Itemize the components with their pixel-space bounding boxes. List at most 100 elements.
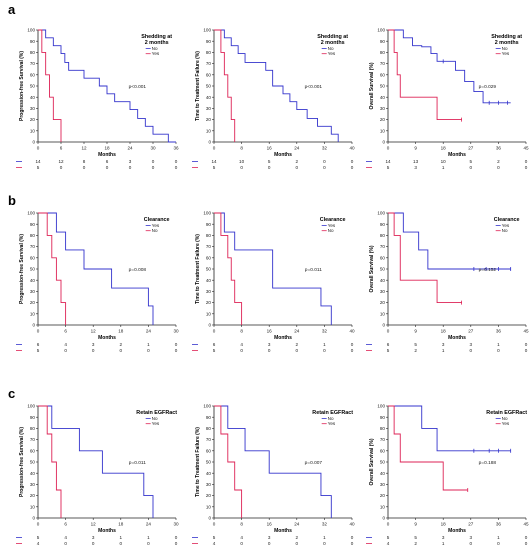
- risk-count: 5: [213, 165, 216, 170]
- chart-title: Retain EGFRact: [136, 410, 177, 416]
- y-tick-label: 60: [30, 72, 36, 77]
- x-tick-label: 18: [441, 146, 447, 151]
- x-axis-label: Months: [274, 528, 292, 534]
- risk-count: 3: [268, 342, 271, 347]
- y-tick-label: 0: [382, 140, 385, 145]
- x-tick-label: 16: [267, 522, 273, 527]
- x-tick-label: 32: [322, 146, 328, 151]
- y-tick-label: 0: [382, 323, 385, 328]
- km-curve-yes: [38, 29, 62, 142]
- y-tick-label: 20: [380, 493, 386, 498]
- risk-count: 0: [470, 541, 473, 546]
- y-tick-label: 30: [30, 106, 36, 111]
- risk-count: 0: [296, 541, 299, 546]
- risk-count: 6: [213, 342, 216, 347]
- y-tick-label: 70: [206, 437, 212, 442]
- y-tick-label: 40: [206, 95, 212, 100]
- y-tick-label: 30: [30, 482, 36, 487]
- risk-count: 0: [106, 165, 109, 170]
- p-value: p=0.029: [479, 84, 497, 90]
- risk-count: 0: [351, 535, 354, 540]
- risk-count: 5: [268, 159, 271, 164]
- y-tick-label: 20: [206, 493, 212, 498]
- km-curve-no: [388, 29, 511, 104]
- panel-letter-c: c: [8, 386, 15, 401]
- y-tick-label: 40: [206, 278, 212, 283]
- x-tick-label: 45: [523, 522, 529, 527]
- km-curve-yes: [214, 405, 243, 518]
- y-tick-label: 80: [380, 426, 386, 431]
- y-tick-label: 30: [380, 482, 386, 487]
- y-tick-label: 60: [30, 448, 36, 453]
- km-curve-yes: [388, 29, 462, 121]
- x-tick-label: 30: [173, 329, 179, 334]
- legend-entry: Yes: [152, 421, 160, 426]
- y-tick-label: 0: [208, 323, 211, 328]
- y-tick-label: 70: [206, 61, 212, 66]
- chart-title: Shedding at 2 months: [491, 34, 522, 46]
- x-tick-label: 24: [127, 146, 133, 151]
- x-tick-label: 0: [387, 329, 390, 334]
- risk-count: 0: [323, 165, 326, 170]
- risk-count: 0: [323, 159, 326, 164]
- legend-entry: Yes: [152, 223, 160, 228]
- x-tick-label: 18: [441, 329, 447, 334]
- risk-count: 1: [442, 541, 445, 546]
- risk-count: 5: [213, 535, 216, 540]
- risk-count: 3: [92, 535, 95, 540]
- legend-entry: Yes: [328, 223, 336, 228]
- y-axis-label: Overall Survival (%): [369, 245, 375, 292]
- legend-entry: Yes: [502, 421, 510, 426]
- km-curve-no: [214, 29, 339, 142]
- risk-count: 0: [147, 348, 150, 353]
- x-axis-label: Months: [274, 152, 292, 158]
- risk-count: 0: [175, 348, 178, 353]
- y-tick-label: 50: [30, 460, 36, 465]
- y-tick-label: 10: [206, 128, 212, 133]
- risk-count: 0: [152, 165, 155, 170]
- legend-entry: No: [328, 416, 334, 421]
- risk-count: 0: [323, 541, 326, 546]
- y-tick-label: 80: [30, 426, 36, 431]
- risk-count: 5: [37, 535, 40, 540]
- risk-count: 0: [470, 348, 473, 353]
- panel-letter-a: a: [8, 2, 16, 17]
- risk-count: 0: [240, 165, 243, 170]
- risk-count: 3: [268, 535, 271, 540]
- y-tick-label: 100: [27, 211, 35, 216]
- risk-count: 10: [239, 159, 245, 164]
- y-tick-label: 60: [206, 255, 212, 260]
- risk-count: 0: [351, 159, 354, 164]
- risk-count: 6: [37, 342, 40, 347]
- y-tick-label: 30: [206, 289, 212, 294]
- risk-count: 6: [106, 159, 109, 164]
- risk-count: 14: [385, 159, 391, 164]
- chart-title: Clearance: [320, 217, 346, 223]
- y-tick-label: 100: [377, 211, 385, 216]
- y-tick-label: 100: [203, 28, 211, 33]
- risk-count: 0: [240, 541, 243, 546]
- risk-count: 0: [64, 541, 67, 546]
- km-curve-yes: [214, 29, 236, 142]
- y-tick-label: 10: [380, 504, 386, 509]
- chart-title: Clearance: [144, 217, 170, 223]
- risk-count: 0: [175, 342, 178, 347]
- x-tick-label: 0: [213, 522, 216, 527]
- y-tick-label: 20: [380, 117, 386, 122]
- p-value: p=0.008: [129, 267, 147, 273]
- risk-count: 3: [129, 159, 132, 164]
- y-tick-label: 90: [206, 39, 212, 44]
- risk-count: 5: [387, 348, 390, 353]
- y-tick-label: 100: [27, 28, 35, 33]
- y-tick-label: 90: [206, 222, 212, 227]
- x-tick-label: 18: [118, 522, 124, 527]
- x-axis-label: Months: [274, 335, 292, 341]
- y-tick-label: 50: [380, 267, 386, 272]
- x-tick-label: 24: [146, 329, 152, 334]
